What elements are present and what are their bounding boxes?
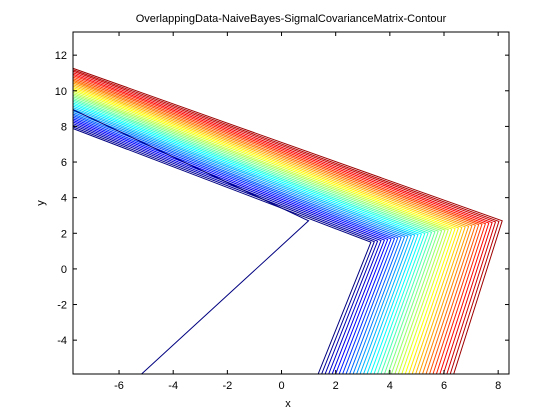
contour-line (73, 109, 310, 374)
contour-line (73, 94, 443, 374)
contour-line (73, 107, 416, 374)
contour-line (73, 72, 493, 374)
contour-line (73, 103, 423, 374)
contour-line (73, 96, 439, 374)
x-tick-label: 6 (441, 380, 447, 392)
contour-line (73, 115, 399, 374)
contour-line (73, 108, 412, 374)
contour-line (73, 90, 453, 374)
contour-line (73, 88, 456, 374)
y-tick-label: 12 (55, 50, 67, 62)
contour-line (73, 67, 503, 374)
contour-line (73, 123, 382, 374)
y-tick-label: -2 (57, 300, 67, 312)
y-tick-label: 0 (61, 264, 67, 276)
contour-line (73, 81, 473, 374)
contour-line (73, 91, 449, 374)
x-tick-label: 8 (495, 380, 501, 392)
contour-line (73, 69, 500, 374)
x-tick-label: 2 (333, 380, 339, 392)
y-tick-label: 4 (61, 193, 67, 205)
contour-line (73, 79, 476, 374)
contour-line (73, 124, 379, 374)
contour-line (73, 113, 402, 374)
x-tick-label: -2 (222, 380, 232, 392)
contour-lines (73, 67, 503, 374)
contour-line (73, 85, 463, 374)
chart-title: OverlappingData-NaiveBayes-SigmalCovaria… (136, 13, 447, 25)
x-tick-label: -4 (168, 380, 178, 392)
contour-line (73, 82, 470, 374)
contour-line (73, 99, 433, 374)
x-axis: -6 -4 -2 0 2 4 6 8 (114, 32, 501, 392)
contour-line (73, 110, 409, 374)
y-tick-label: 8 (61, 121, 67, 133)
contour-line (73, 100, 429, 374)
x-tick-label: 4 (387, 380, 393, 392)
x-tick-label: 0 (278, 380, 284, 392)
y-tick-label: 2 (61, 228, 67, 240)
contour-line (73, 116, 396, 374)
contour-line (73, 73, 490, 374)
y-tick-label: 10 (55, 86, 67, 98)
contour-line (73, 75, 487, 374)
y-axis-label: y (35, 200, 47, 206)
x-tick-label: -6 (114, 380, 124, 392)
contour-line (73, 70, 497, 374)
contour-line (73, 111, 406, 374)
contour-line (73, 76, 483, 374)
contour-line (73, 97, 436, 374)
contour-line (73, 78, 480, 374)
x-axis-label: x (285, 398, 291, 410)
contour-line (73, 102, 426, 374)
y-axis: -4 -2 0 2 4 6 8 10 12 (55, 50, 509, 347)
contour-line (73, 126, 375, 374)
y-tick-label: 6 (61, 157, 67, 169)
contour-line (73, 121, 386, 374)
contour-line (73, 93, 446, 374)
axes-box (72, 31, 510, 375)
y-tick-label: -4 (57, 335, 67, 347)
contour-line (73, 128, 372, 374)
contour-line (73, 105, 419, 374)
contour-line (73, 87, 460, 374)
contour-line (73, 84, 466, 374)
contour-line (73, 119, 389, 374)
